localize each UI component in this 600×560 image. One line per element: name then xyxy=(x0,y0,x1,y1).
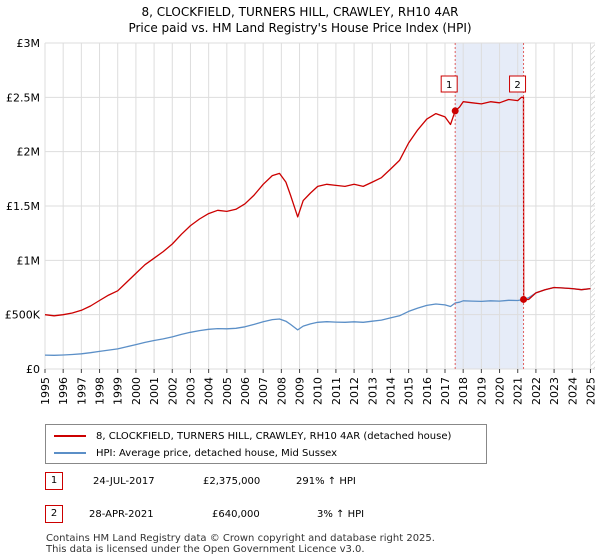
legend-label-property: 8, CLOCKFIELD, TURNERS HILL, CRAWLEY, RH… xyxy=(96,430,452,442)
x-tick-label: 1998 xyxy=(94,377,107,405)
x-tick-label: 2022 xyxy=(530,377,543,405)
x-tick-label: 2015 xyxy=(403,377,416,405)
y-tick-label: £0 xyxy=(26,363,40,376)
x-tick-label: 2008 xyxy=(275,377,288,405)
x-tick-label: 1996 xyxy=(57,377,70,405)
y-tick-label: £1M xyxy=(17,254,41,267)
x-tick-label: 2006 xyxy=(239,377,252,405)
transaction-date: 28-APR-2021 xyxy=(89,508,154,520)
x-tick-label: 2007 xyxy=(257,377,270,405)
transaction-hpi: 291% ↑ HPI xyxy=(296,475,356,487)
transaction-marker xyxy=(520,295,528,303)
legend-label-hpi: HPI: Average price, detached house, Mid … xyxy=(96,447,338,459)
transaction-marker xyxy=(451,107,459,115)
x-tick-label: 2014 xyxy=(384,377,397,405)
x-tick-label: 2011 xyxy=(330,377,343,405)
transaction-badge: 2 xyxy=(45,505,63,523)
x-tick-label: 2004 xyxy=(203,377,216,405)
y-tick-label: £2M xyxy=(17,146,41,159)
x-tick-label: 2001 xyxy=(148,377,161,405)
transaction-price: £2,375,000 xyxy=(203,475,261,487)
transaction-date: 24-JUL-2017 xyxy=(93,475,155,487)
x-tick-label: 2000 xyxy=(130,377,143,405)
x-tick-label: 2002 xyxy=(166,377,179,405)
transaction-badge-label: 1 xyxy=(446,80,452,91)
x-tick-label: 2021 xyxy=(512,377,525,405)
legend-item-property: 8, CLOCKFIELD, TURNERS HILL, CRAWLEY, RH… xyxy=(54,428,451,444)
chart-title: 8, CLOCKFIELD, TURNERS HILL, CRAWLEY, RH… xyxy=(141,5,459,19)
y-tick-label: £500K xyxy=(5,309,41,322)
transaction-badge: 1 xyxy=(45,472,63,490)
transaction-hpi: 3% ↑ HPI xyxy=(317,508,365,520)
legend-item-hpi: HPI: Average price, detached house, Mid … xyxy=(54,445,337,461)
x-tick-label: 2017 xyxy=(439,377,452,405)
transaction-badge-box xyxy=(440,75,458,93)
x-tick-label: 2024 xyxy=(566,377,579,405)
x-tick-label: 2010 xyxy=(312,377,325,405)
x-tick-label: 2013 xyxy=(366,377,379,405)
x-tick-label: 2003 xyxy=(184,377,197,405)
legend-swatch-hpi xyxy=(54,452,86,454)
footer-licence: This data is licensed under the Open Gov… xyxy=(46,544,365,555)
property-price-line xyxy=(44,96,591,317)
line-chart: 1 2 £0 £500K £1M £1.5M £2M £2.5M £3M 1995 1996 199… xyxy=(5,37,598,405)
y-tick-label: £2.5M xyxy=(6,91,40,104)
x-tick-label: 2012 xyxy=(348,377,361,405)
x-tick-label: 2018 xyxy=(457,377,470,405)
x-tick-label: 1999 xyxy=(112,377,125,405)
x-tick-label: 2019 xyxy=(475,377,488,405)
x-tick-label: 2020 xyxy=(494,377,507,405)
transaction-price: £640,000 xyxy=(212,508,260,520)
hpi-line xyxy=(44,286,591,356)
x-tick-label: 2009 xyxy=(294,377,307,405)
transaction-badge-label: 2 xyxy=(514,80,520,91)
transaction-badge-box xyxy=(509,75,527,93)
chart-subtitle: Price paid vs. HM Land Registry's House … xyxy=(128,21,472,35)
y-tick-label: £3M xyxy=(17,37,41,50)
x-tick-label: 2025 xyxy=(584,377,597,405)
footer-copyright: Contains HM Land Registry data © Crown c… xyxy=(46,533,435,544)
x-tick-label: 2023 xyxy=(548,377,561,405)
x-tick-label: 2016 xyxy=(421,377,434,405)
y-tick-label: £1.5M xyxy=(6,200,40,213)
legend-swatch-property xyxy=(54,435,86,437)
x-tick-label: 2005 xyxy=(221,377,234,405)
legend: 8, CLOCKFIELD, TURNERS HILL, CRAWLEY, RH… xyxy=(45,424,487,464)
x-tick-label: 1995 xyxy=(39,377,52,405)
x-tick-label: 1997 xyxy=(75,377,88,405)
